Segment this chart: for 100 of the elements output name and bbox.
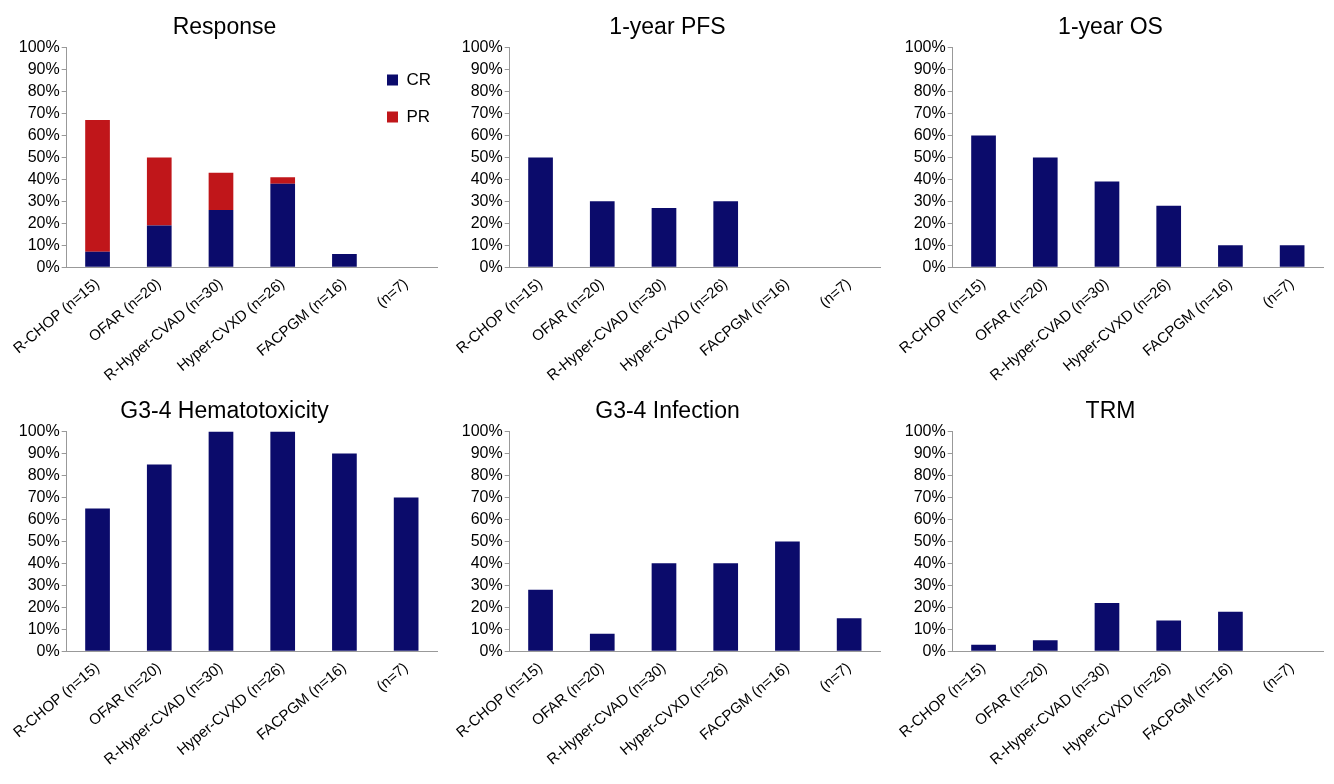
y-tick-label: 10% (470, 619, 503, 637)
bar (1094, 181, 1120, 267)
y-tick-label: 70% (913, 487, 946, 505)
y-tick-label: 10% (913, 619, 946, 637)
y-tick-label: 80% (27, 465, 60, 483)
y-tick-label: 50% (913, 531, 946, 549)
y-tick-label: 10% (27, 235, 60, 253)
y-tick-label: 50% (27, 147, 60, 165)
y-tick-label: 70% (27, 487, 60, 505)
y-tick-label: 0% (922, 641, 946, 659)
y-tick-label: 100% (18, 422, 60, 440)
y-tick-label: 90% (913, 443, 946, 461)
bar (146, 225, 172, 267)
y-tick-label: 40% (913, 553, 946, 571)
y-tick-label: 80% (470, 81, 503, 99)
y-tick-label: 10% (27, 619, 60, 637)
y-tick-label: 100% (461, 38, 503, 56)
bar (85, 508, 110, 651)
y-tick-label: 90% (470, 59, 503, 77)
y-tick-label: 0% (36, 257, 60, 275)
bar (270, 183, 296, 267)
chart-title: Response (172, 13, 277, 40)
bar (270, 177, 296, 184)
y-tick-label: 30% (470, 191, 503, 209)
y-tick-label: 60% (470, 125, 503, 143)
bar (1218, 245, 1243, 267)
bar (528, 589, 553, 651)
y-tick-label: 60% (27, 509, 60, 527)
y-tick-label: 10% (470, 235, 503, 253)
y-tick-label: 80% (27, 81, 60, 99)
y-tick-label: 50% (470, 147, 503, 165)
y-tick-label: 90% (913, 59, 946, 77)
y-tick-label: 60% (913, 509, 946, 527)
y-tick-label: 70% (913, 103, 946, 121)
y-tick-label: 20% (470, 597, 503, 615)
y-tick-label: 100% (18, 38, 60, 56)
bar (1156, 620, 1182, 651)
y-tick-label: 20% (27, 597, 60, 615)
bar (1218, 611, 1243, 651)
y-tick-label: 40% (913, 169, 946, 187)
y-tick-label: 20% (27, 213, 60, 231)
y-tick-label: 60% (913, 125, 946, 143)
y-tick-label: 70% (470, 487, 503, 505)
y-tick-label: 40% (27, 553, 60, 571)
bar (589, 201, 615, 267)
y-tick-label: 0% (36, 641, 60, 659)
legend-label: PR (406, 106, 431, 126)
bar (651, 207, 677, 267)
y-tick-label: 0% (922, 257, 946, 275)
y-tick-label: 20% (913, 597, 946, 615)
y-tick-label: 100% (461, 422, 503, 440)
bar (713, 563, 739, 651)
y-tick-label: 70% (27, 103, 60, 121)
bar (1279, 245, 1305, 267)
bar (332, 453, 357, 651)
y-tick-label: 70% (470, 103, 503, 121)
chart-title: G3-4 Infection (595, 397, 740, 424)
y-tick-label: 90% (27, 443, 60, 461)
bar (589, 633, 615, 651)
chart-title: 1-year PFS (609, 13, 726, 40)
y-tick-label: 80% (913, 81, 946, 99)
y-tick-label: 0% (479, 641, 503, 659)
y-tick-label: 20% (470, 213, 503, 231)
y-tick-label: 100% (904, 38, 946, 56)
y-tick-label: 0% (479, 257, 503, 275)
bar (208, 431, 234, 651)
y-tick-label: 60% (27, 125, 60, 143)
y-tick-label: 50% (27, 531, 60, 549)
y-tick-label: 50% (470, 531, 503, 549)
chart-title: 1-year OS (1058, 13, 1163, 40)
chart-title: TRM (1085, 397, 1136, 424)
y-tick-label: 90% (27, 59, 60, 77)
bar (651, 563, 677, 651)
bar (713, 201, 739, 267)
bar (528, 157, 553, 267)
y-tick-label: 10% (913, 235, 946, 253)
y-tick-label: 100% (904, 422, 946, 440)
chart-title: G3-4 Hematotoxicity (120, 397, 330, 424)
bar (1032, 157, 1058, 267)
y-tick-label: 80% (470, 465, 503, 483)
y-tick-label: 90% (470, 443, 503, 461)
bar (1156, 205, 1182, 267)
y-tick-label: 30% (913, 191, 946, 209)
y-tick-label: 30% (913, 575, 946, 593)
bar (85, 251, 110, 267)
bar (971, 644, 996, 651)
bar (146, 464, 172, 651)
bar (836, 618, 862, 651)
y-tick-label: 20% (913, 213, 946, 231)
y-tick-label: 60% (470, 509, 503, 527)
y-tick-label: 80% (913, 465, 946, 483)
bar (1094, 602, 1120, 651)
bar (85, 120, 110, 252)
bar (775, 541, 800, 651)
bar (146, 157, 172, 226)
y-tick-label: 40% (470, 169, 503, 187)
bar (270, 431, 296, 651)
bar (393, 497, 419, 651)
y-tick-label: 50% (913, 147, 946, 165)
y-tick-label: 30% (27, 575, 60, 593)
